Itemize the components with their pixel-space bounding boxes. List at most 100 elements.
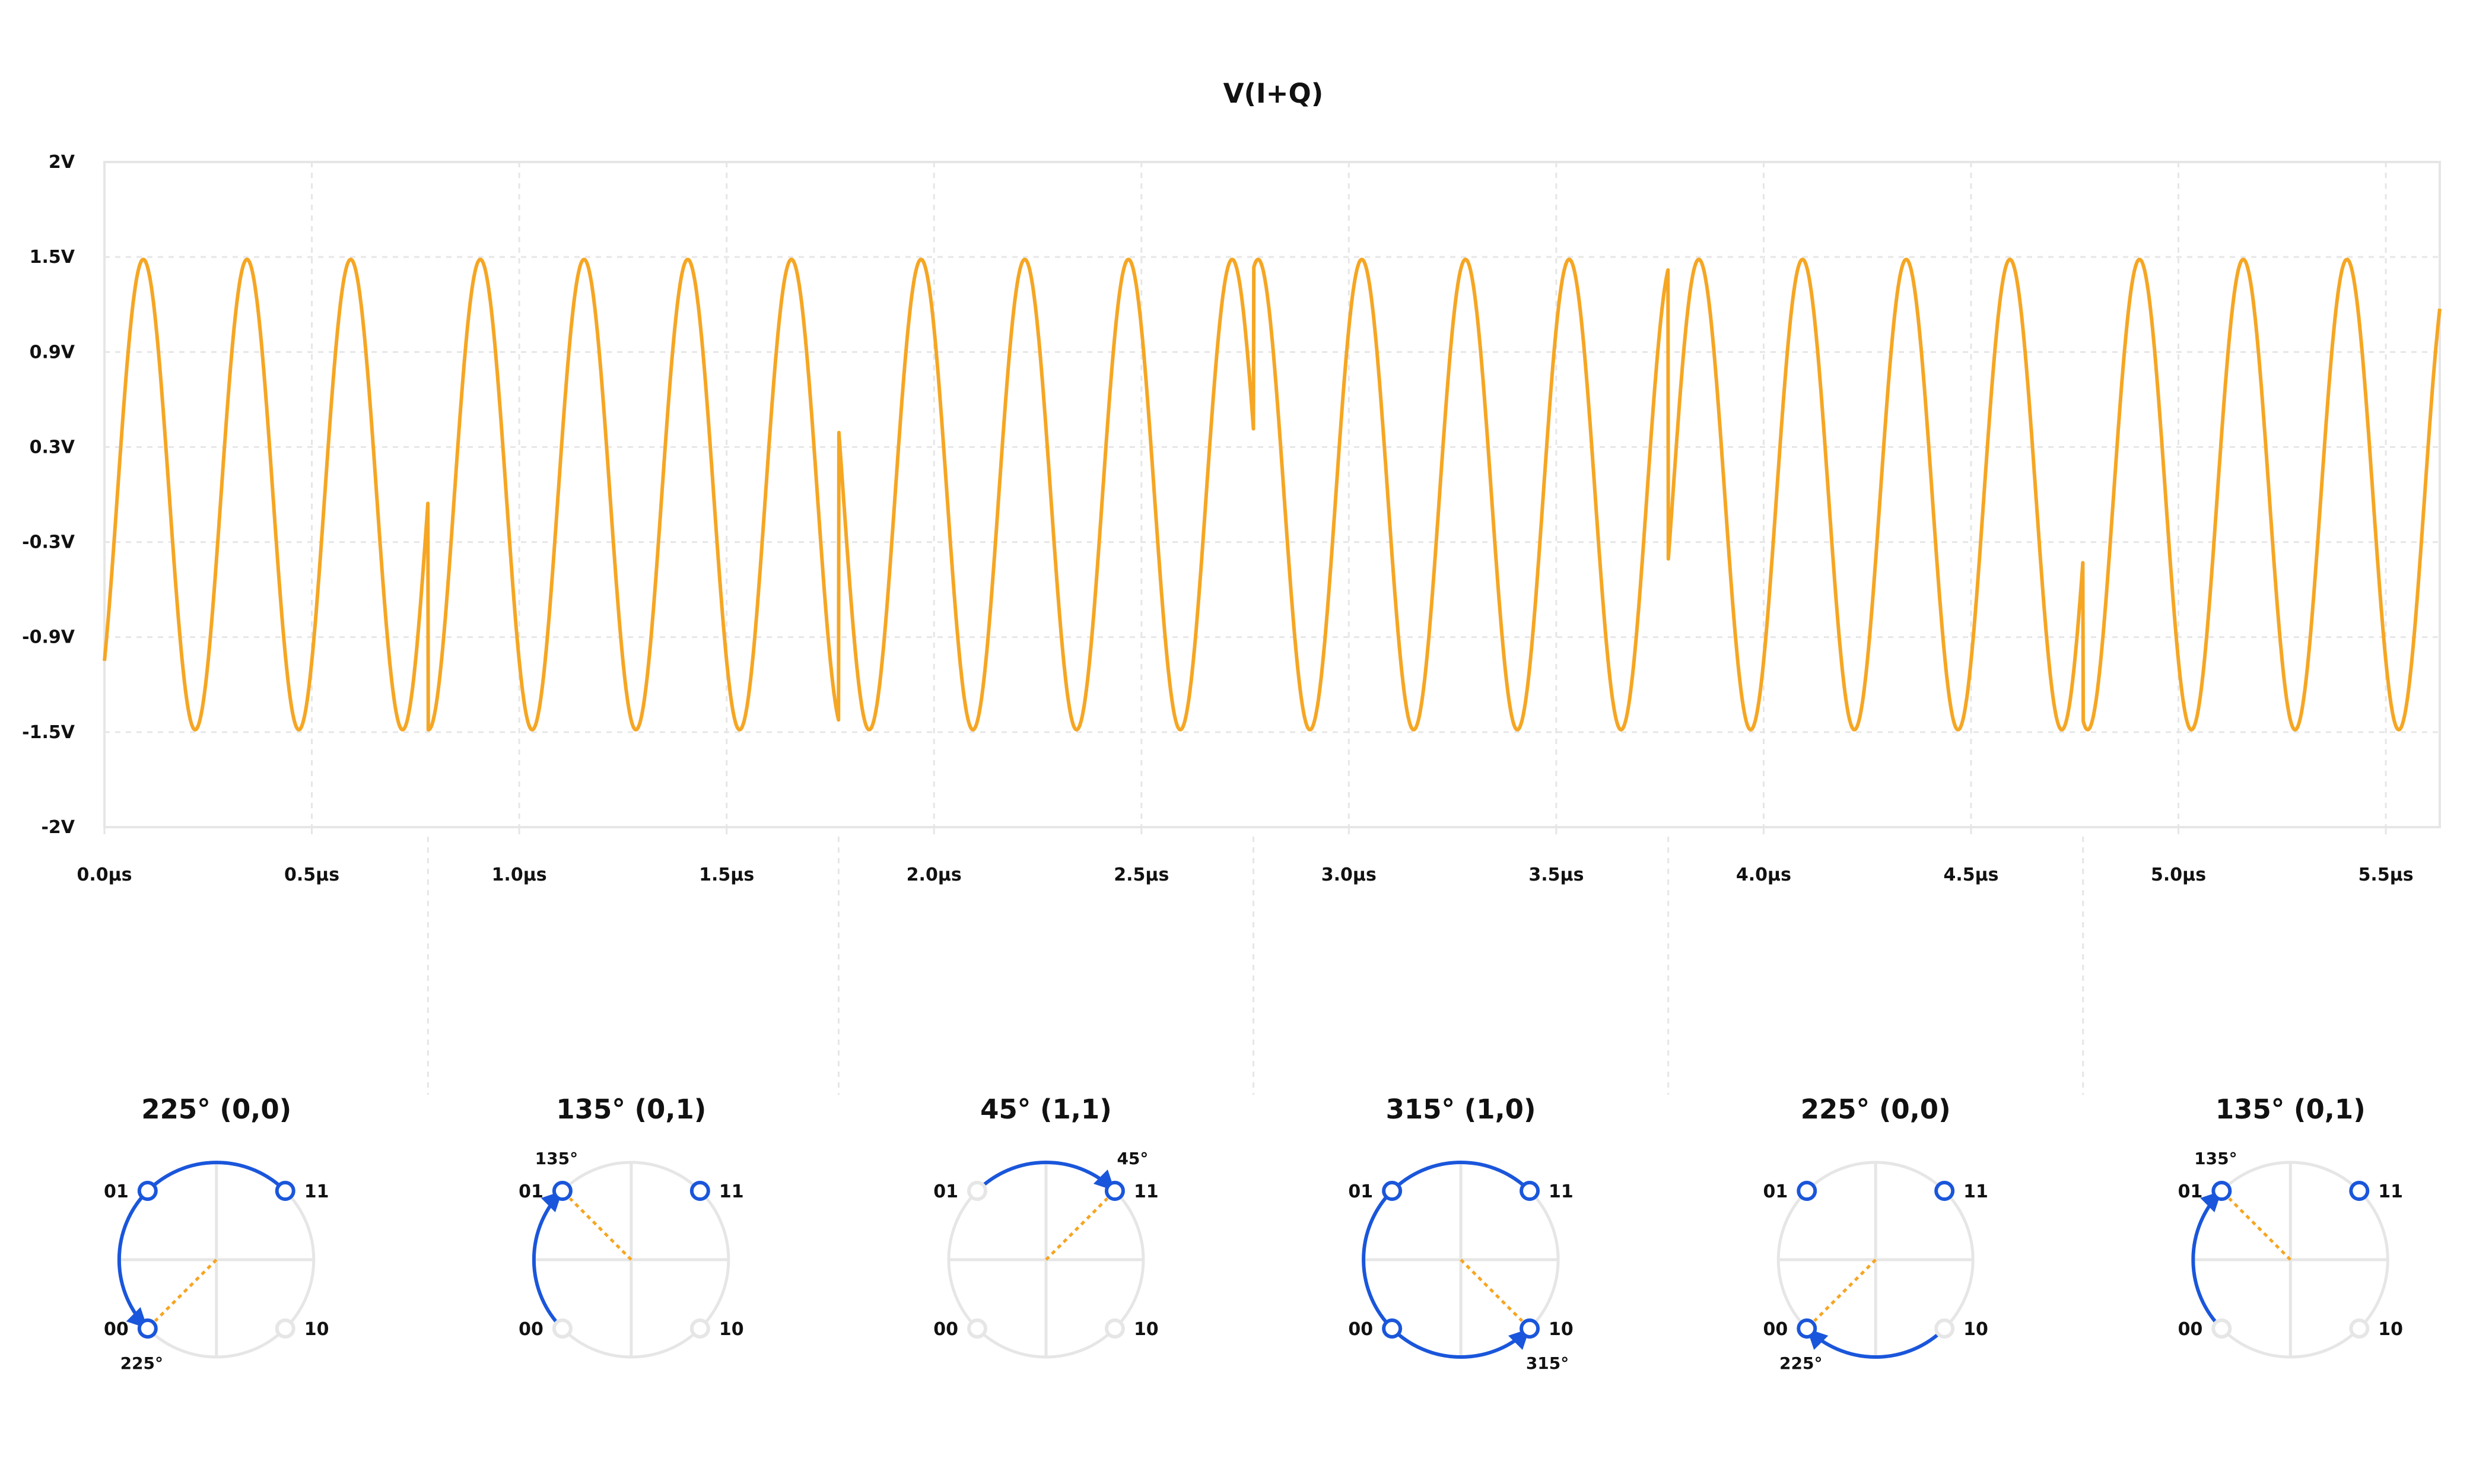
y-tick-label: 0.9V: [30, 342, 75, 363]
constellation-point-11: [1104, 1181, 1125, 1202]
phase-vector: [568, 1197, 632, 1261]
phase-arc: [532, 1189, 564, 1330]
x-tick-label: 1.5µs: [699, 865, 754, 885]
constellation-point-10: [1104, 1318, 1125, 1339]
x-tick-label: 0.5µs: [284, 865, 339, 885]
point-label-10: 10: [2378, 1319, 2403, 1340]
point-label-11: 11: [1549, 1181, 1574, 1202]
constellation-title: 225° (0,0): [1801, 1094, 1951, 1125]
point-label-01: 01: [1348, 1181, 1373, 1202]
constellation-diagram: 135° (0,1) 10 11 01 00 135°: [2178, 1094, 2403, 1359]
constellation-title: 225° (0,0): [141, 1094, 291, 1125]
point-label-01: 01: [519, 1181, 543, 1202]
constellation-point-01: [1382, 1181, 1403, 1202]
phase-vector: [154, 1259, 218, 1323]
phase-vector: [1460, 1259, 1524, 1323]
point-label-01: 01: [104, 1181, 129, 1202]
constellation-diagram: 315° (1,0) 10 11 01 00 315°: [1348, 1094, 1573, 1373]
constellation-point-00: [967, 1318, 988, 1339]
symbol-boundary-lines: [427, 837, 2084, 1095]
phase-vector: [1813, 1259, 1877, 1323]
point-label-10: 10: [1549, 1319, 1574, 1340]
point-label-01: 01: [933, 1181, 958, 1202]
y-tick-label: -1.5V: [22, 722, 75, 743]
point-label-00: 00: [2178, 1319, 2203, 1340]
x-tick-label: 1.0µs: [492, 865, 547, 885]
point-label-10: 10: [304, 1319, 329, 1340]
x-tick-label: 2.0µs: [907, 865, 962, 885]
angle-label: 45°: [1117, 1149, 1148, 1168]
point-label-01: 01: [1763, 1181, 1788, 1202]
constellation-point-10: [275, 1318, 295, 1339]
constellation-diagram: 45° (1,1) 10 11 01 00 45°: [933, 1094, 1159, 1359]
constellation-point-11: [1520, 1181, 1540, 1202]
point-label-00: 00: [519, 1319, 543, 1340]
constellation-point-01: [137, 1181, 158, 1202]
constellation-point-11: [275, 1181, 295, 1202]
angle-label: 135°: [2194, 1149, 2237, 1168]
constellation-point-01: [2211, 1181, 2232, 1202]
point-label-00: 00: [933, 1319, 958, 1340]
constellation-title: 315° (1,0): [1386, 1094, 1536, 1125]
constellation-point-01: [1797, 1181, 1817, 1202]
waveform-series: [103, 258, 2442, 732]
constellation-point-01: [967, 1181, 988, 1202]
constellation-diagram: 135° (0,1) 10 11 01 00 135°: [519, 1094, 744, 1359]
point-label-11: 11: [2378, 1181, 2403, 1202]
point-label-11: 11: [1134, 1181, 1159, 1202]
constellation-title: 45° (1,1): [980, 1094, 1112, 1125]
constellation-title: 135° (0,1): [556, 1094, 706, 1125]
x-tick-label: 5.0µs: [2151, 865, 2206, 885]
constellation-point-00: [1797, 1318, 1817, 1339]
point-label-01: 01: [2178, 1181, 2203, 1202]
constellation-diagram: 225° (0,0) 10 11 01 00 225°: [104, 1094, 329, 1373]
phase-arc: [975, 1161, 1117, 1193]
x-tick-label: 0.0µs: [77, 865, 132, 885]
plot-frame: [103, 161, 2441, 828]
phase-vector: [2228, 1197, 2292, 1261]
x-tick-label: 4.5µs: [1943, 865, 1998, 885]
constellation-point-10: [1934, 1318, 1955, 1339]
point-label-00: 00: [104, 1319, 129, 1340]
x-tick-label: 2.5µs: [1114, 865, 1169, 885]
angle-label: 315°: [1526, 1353, 1569, 1373]
point-label-10: 10: [1134, 1319, 1159, 1340]
y-tick-label: 0.3V: [30, 437, 75, 457]
point-label-00: 00: [1348, 1319, 1373, 1340]
chart-title: V(I+Q): [1223, 78, 1324, 109]
x-tick-label: 5.5µs: [2358, 865, 2414, 885]
constellation-point-00: [137, 1318, 158, 1339]
constellation-point-01: [552, 1181, 573, 1202]
constellation-point-00: [1382, 1318, 1403, 1339]
point-label-11: 11: [719, 1181, 744, 1202]
phase-arc: [1806, 1327, 1946, 1359]
point-label-10: 10: [1963, 1319, 1988, 1340]
angle-label: 225°: [1779, 1353, 1822, 1373]
y-tick-label: -2V: [41, 817, 75, 838]
constellation-point-11: [1934, 1181, 1955, 1202]
constellation-diagram: 225° (0,0) 10 11 01 00 225°: [1763, 1094, 1988, 1373]
angle-label: 225°: [120, 1353, 163, 1373]
constellation-point-11: [689, 1181, 710, 1202]
x-tick-label: 4.0µs: [1736, 865, 1791, 885]
constellation-point-10: [2349, 1318, 2370, 1339]
constellation-point-11: [2349, 1181, 2370, 1202]
x-tick-label: 3.5µs: [1528, 865, 1584, 885]
phase-vector: [1045, 1197, 1108, 1261]
constellation-title: 135° (0,1): [2215, 1094, 2366, 1125]
point-label-00: 00: [1763, 1319, 1788, 1340]
point-label-11: 11: [1963, 1181, 1988, 1202]
waveform-plot: 2V 1.5V 0.9V 0.3V -0.3V -0.9V -1.5V -2V 0.0µs 0.5…: [22, 152, 2442, 885]
y-tick-label: -0.3V: [22, 532, 75, 553]
phase-arc: [1362, 1161, 1531, 1359]
constellation-point-00: [2211, 1318, 2232, 1339]
constellation-point-10: [1520, 1318, 1540, 1339]
constellation-point-00: [552, 1318, 573, 1339]
constellation-row: 225° (0,0) 10 11 01 00 225° 135° (0,1) 10 11 01 00…: [104, 1094, 2403, 1373]
constellation-point-10: [689, 1318, 710, 1339]
angle-label: 135°: [535, 1149, 578, 1168]
x-tick-label: 3.0µs: [1321, 865, 1377, 885]
phase-arc: [2191, 1189, 2223, 1330]
y-tick-label: -0.9V: [22, 627, 75, 648]
